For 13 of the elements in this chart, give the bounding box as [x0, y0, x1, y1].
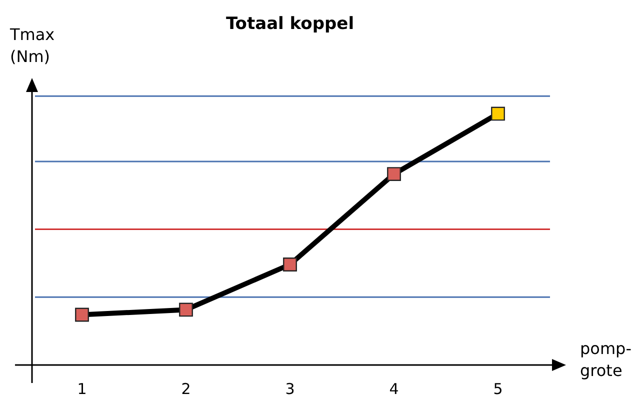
x-axis-title: pomp- grote — [580, 338, 632, 382]
x-tick-label: 3 — [285, 380, 295, 398]
point — [283, 258, 297, 272]
y-axis-title: Tmax (Nm) — [10, 24, 55, 68]
point — [75, 308, 89, 322]
x-tick-label: 5 — [493, 380, 503, 398]
chart-title: Totaal koppel — [224, 14, 356, 34]
x-tick-label: 4 — [389, 380, 399, 398]
point — [179, 302, 193, 317]
x-tick-label: 2 — [181, 380, 191, 398]
point — [387, 167, 401, 181]
point — [491, 106, 505, 121]
x-tick-label: 1 — [77, 380, 87, 398]
